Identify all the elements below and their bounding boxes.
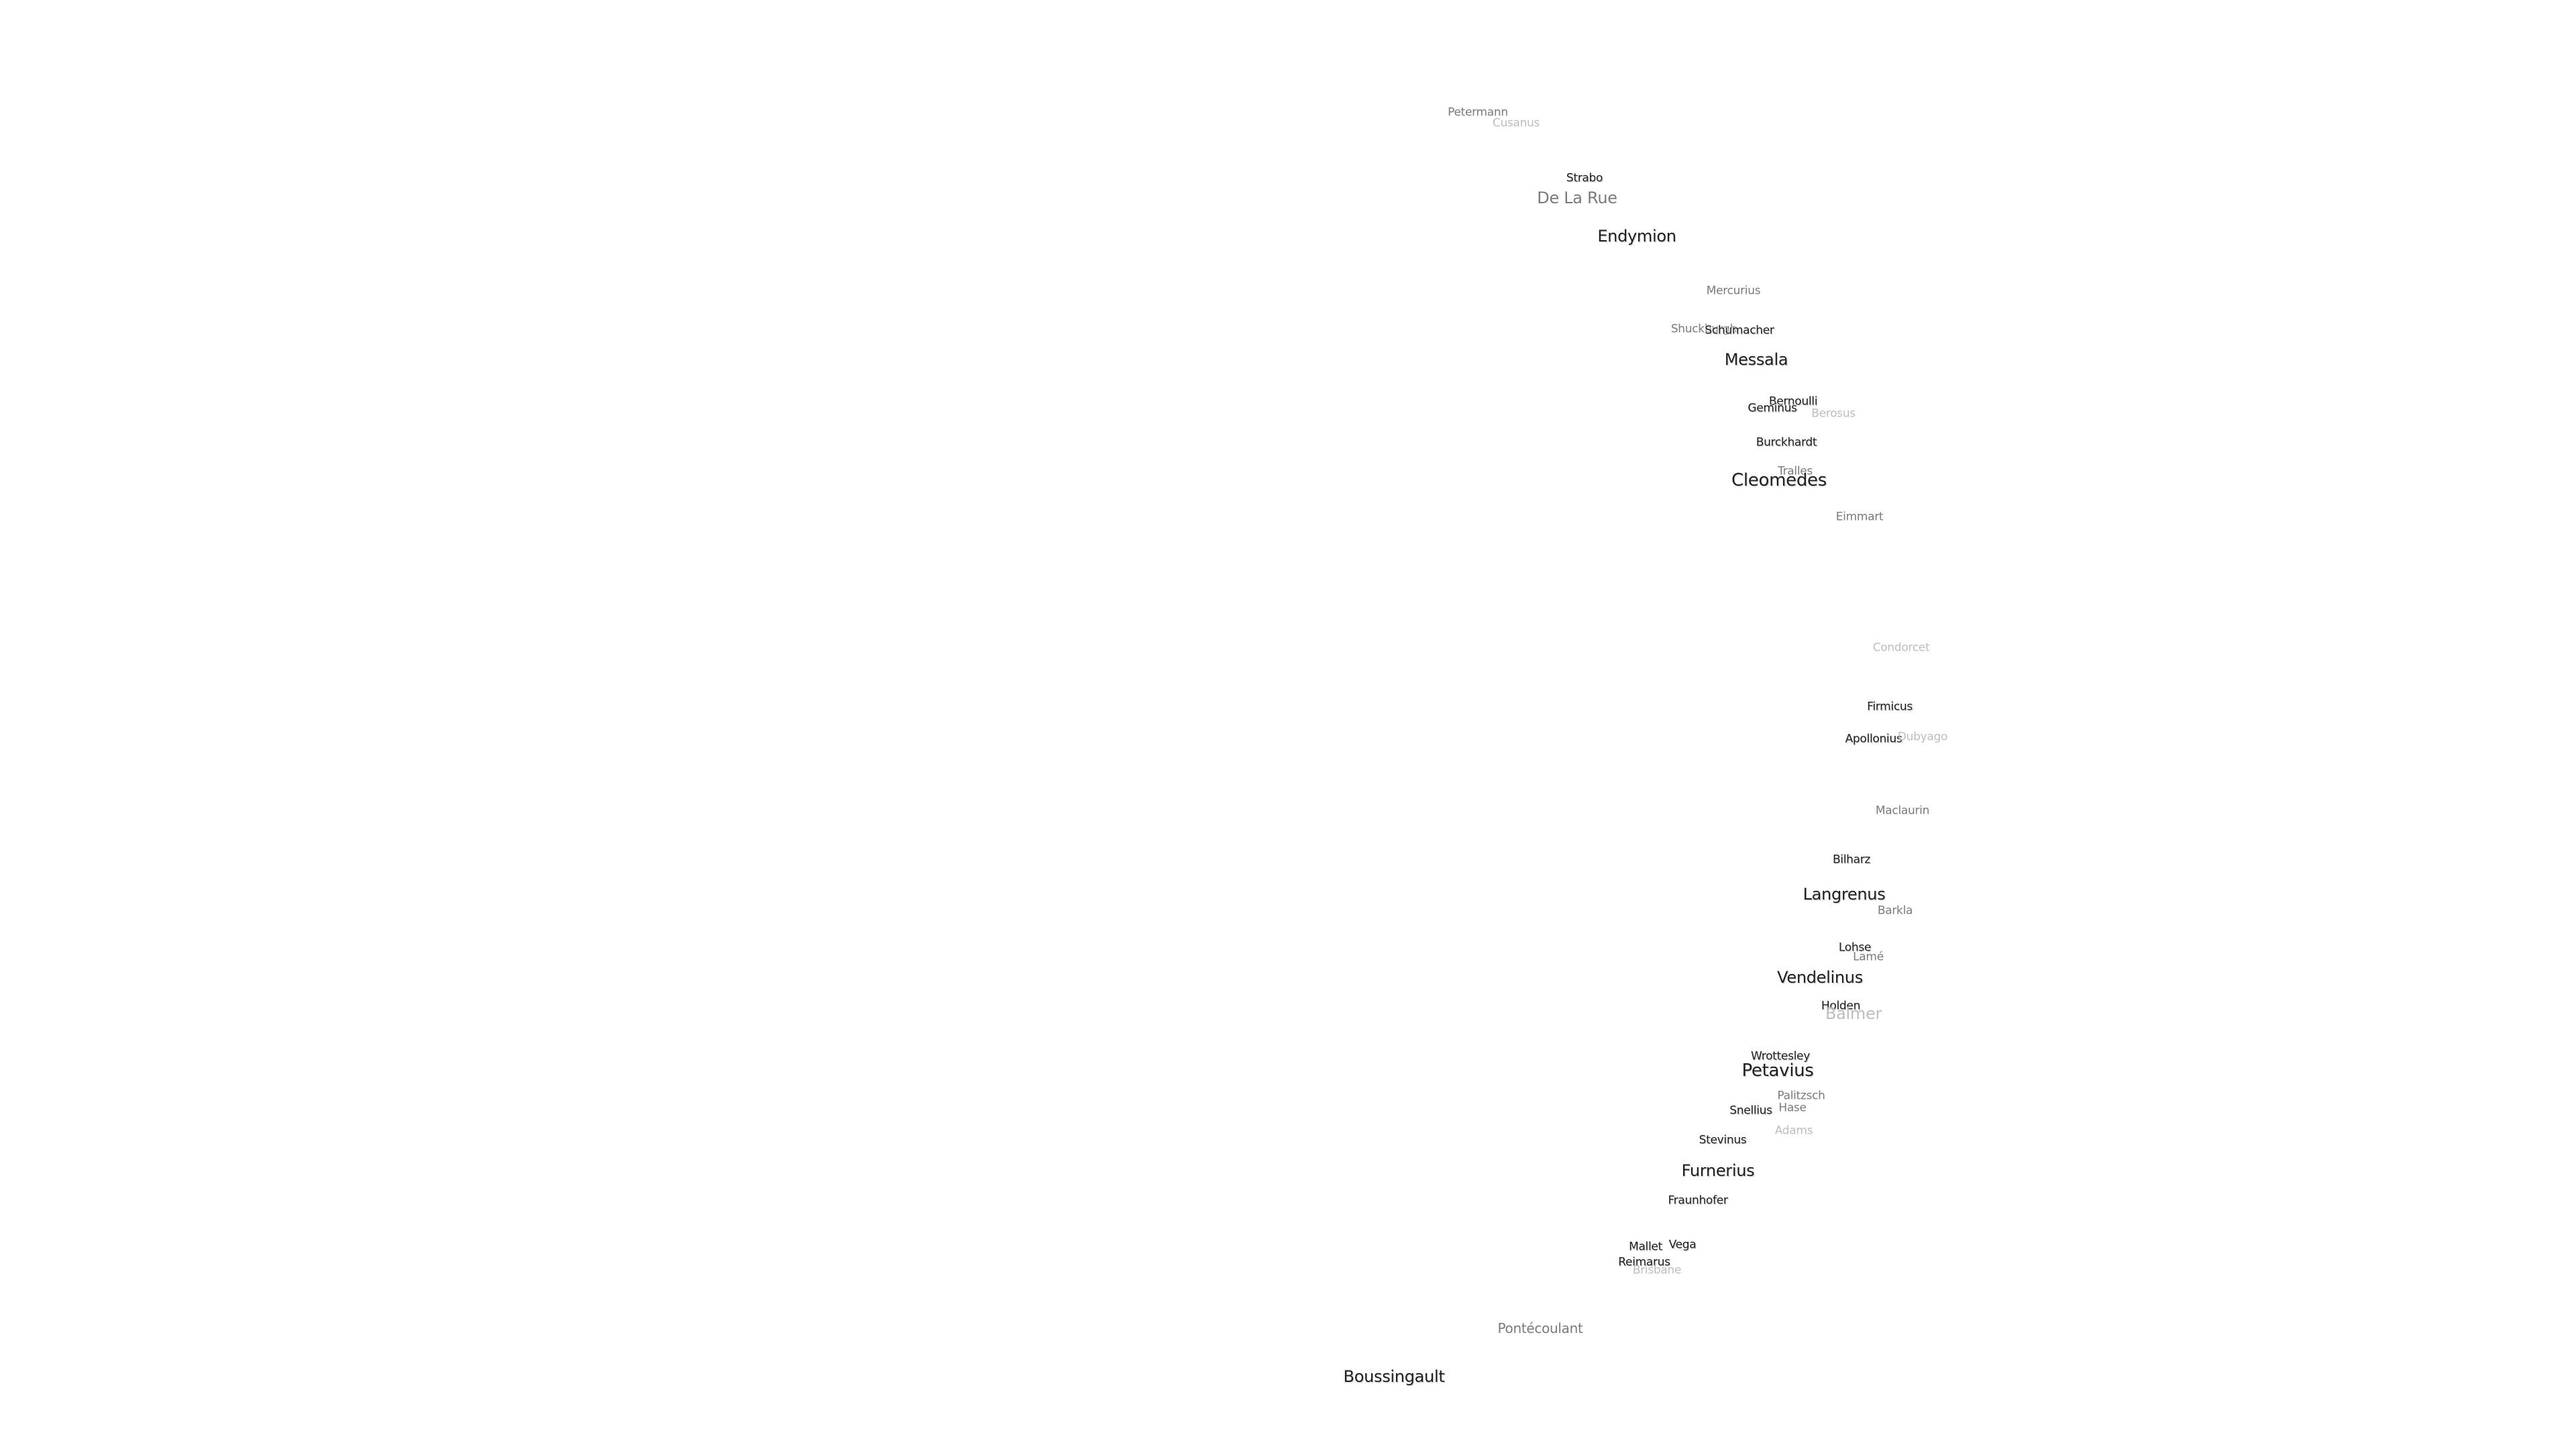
crater-label-apollonius: Apollonius — [1845, 732, 1902, 746]
crater-label-tralles: Tralles — [1778, 464, 1813, 478]
crater-label-wrottesley: Wrottesley — [1751, 1049, 1810, 1063]
crater-label-stevinus: Stevinus — [1699, 1133, 1747, 1147]
crater-label-petavius: Petavius — [1741, 1061, 1814, 1081]
crater-label-holden: Holden — [1821, 999, 1861, 1013]
crater-label-cleomedes: Cleomedes — [1731, 470, 1827, 490]
crater-label-de-la-rue: De La Rue — [1537, 189, 1617, 207]
crater-label-strabo: Strabo — [1566, 171, 1603, 185]
crater-label-boussingault: Boussingault — [1343, 1367, 1445, 1386]
crater-label-vendelinus: Vendelinus — [1777, 968, 1863, 987]
crater-label-bilharz: Bilharz — [1832, 853, 1871, 867]
crater-label-cusanus: Cusanus — [1492, 116, 1540, 130]
crater-label-balmer: Balmer — [1825, 1004, 1882, 1023]
crater-label-schumacher: Schumacher — [1705, 323, 1774, 337]
crater-label-snellius: Snellius — [1729, 1104, 1772, 1118]
crater-label-hase: Hase — [1778, 1101, 1807, 1115]
crater-label-bernoulli: Bernoulli — [1768, 394, 1818, 409]
crater-label-maclaurin: Maclaurin — [1875, 804, 1930, 818]
crater-label-endymion: Endymion — [1597, 227, 1676, 246]
crater-label-mercurius: Mercurius — [1706, 284, 1761, 298]
crater-label-langrenus: Langrenus — [1803, 885, 1886, 904]
crater-label-fraunhofer: Fraunhofer — [1668, 1193, 1728, 1208]
crater-label-lohse: Lohse — [1838, 941, 1872, 955]
crater-label-barkla: Barkla — [1877, 904, 1913, 918]
crater-label-condorcet: Condorcet — [1872, 641, 1930, 655]
crater-label-messala: Messala — [1724, 350, 1788, 369]
crater-label-shuckburgh: Shuckburgh — [1670, 322, 1737, 336]
crater-label-berosus: Berosus — [1811, 407, 1856, 421]
crater-label-eimmart: Eimmart — [1835, 510, 1884, 524]
crater-label-pontecoulant: Pontécoulant — [1497, 1320, 1583, 1336]
crater-label-vega: Vega — [1668, 1238, 1697, 1252]
crater-label-geminus: Geminus — [1748, 401, 1797, 415]
crater-label-adams: Adams — [1774, 1124, 1813, 1138]
crater-label-reimarus: Reimarus — [1618, 1255, 1670, 1269]
crater-label-firmicus: Firmicus — [1867, 700, 1913, 714]
crater-label-mallet: Mallet — [1629, 1240, 1662, 1254]
crater-label-palitzsch: Palitzsch — [1777, 1089, 1825, 1103]
crater-label-dubyago: Dubyago — [1897, 730, 1948, 744]
crater-label-lame: Lamé — [1853, 950, 1884, 964]
crater-label-burckhardt: Burckhardt — [1756, 435, 1817, 449]
crater-label-petermann: Petermann — [1448, 105, 1508, 119]
crater-label-brisbane: Brisbane — [1632, 1263, 1682, 1277]
crater-label-furnerius: Furnerius — [1681, 1161, 1755, 1180]
